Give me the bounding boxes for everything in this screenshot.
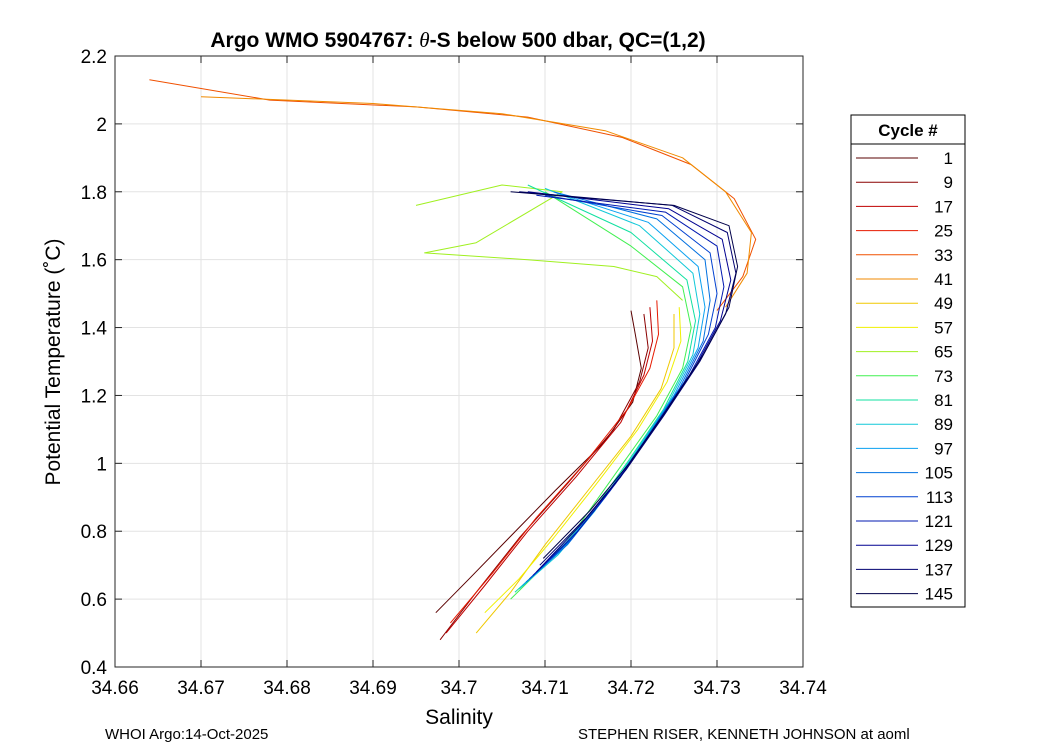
x-tick-label: 34.68	[263, 678, 311, 699]
series-line-cycle-41	[200, 96, 752, 308]
y-tick-label: 0.6	[81, 590, 107, 611]
series-line-cycle-81	[514, 184, 696, 593]
y-tick-label: 0.4	[81, 658, 108, 679]
legend-label: 137	[925, 560, 953, 579]
y-tick-label: 1.2	[81, 386, 107, 407]
legend-label: 1	[944, 149, 953, 168]
legend: Cycle # 1 9 17 25 33 41 49 57 65 73 81 89 97 105 113 12…	[850, 114, 966, 608]
chart-title-prefix: Argo WMO 5904767:	[210, 29, 419, 52]
x-tick-label: 34.67	[177, 678, 225, 699]
legend-label: 33	[934, 246, 953, 265]
legend-title: Cycle #	[878, 121, 938, 140]
series-line-cycle-145	[510, 191, 739, 559]
legend-label: 145	[925, 585, 953, 604]
legend-label: 113	[926, 488, 953, 507]
x-tick-label: 34.74	[779, 678, 827, 699]
legend-label: 81	[934, 391, 953, 410]
grid-lines	[114, 55, 804, 668]
series-line-cycle-129	[527, 191, 732, 573]
series-line-cycle-89	[518, 187, 701, 590]
chart-title-suffix: -S below 500 dbar, QC=(1,2)	[430, 29, 706, 52]
legend-label: 41	[934, 270, 953, 289]
x-tick-label: 34.7	[441, 678, 478, 699]
y-tick-label: 0.8	[81, 522, 107, 543]
chart-title-theta: θ	[419, 28, 429, 52]
legend-entries: 1 9 17 25 33 41 49 57 65 73 81 89 97 105 113 121 129 137 1…	[856, 149, 953, 604]
legend-label: 89	[934, 415, 953, 434]
y-tick-label: 2.2	[81, 47, 107, 68]
footer-authors: STEPHEN RISER, KENNETH JOHNSON at aoml	[578, 726, 910, 743]
legend-label: 105	[925, 464, 953, 483]
legend-label: 57	[934, 318, 953, 337]
y-tick-label: 1.4	[81, 319, 108, 340]
legend-label: 49	[934, 294, 953, 313]
legend-label: 25	[934, 222, 953, 241]
series-line-cycle-121	[532, 194, 725, 576]
y-tick-label: 2	[96, 115, 107, 136]
legend-label: 121	[925, 512, 953, 531]
y-tick-label: 1.8	[81, 183, 107, 204]
x-tick-label: 34.66	[91, 678, 139, 699]
series-line-cycle-97	[522, 191, 706, 586]
y-axis-label: Potential Temperature (˚C)	[42, 238, 65, 485]
x-axis-label: Salinity	[425, 706, 493, 729]
series-line-cycle-17	[445, 307, 653, 634]
y-tick-label: 1.6	[81, 251, 107, 272]
x-tick-label: 34.69	[349, 678, 397, 699]
axis-ticks: 34.66 34.67 34.68 34.69 34.7 34.71 34.72 34.73 3…	[81, 47, 828, 699]
x-tick-label: 34.73	[693, 678, 741, 699]
series-line-cycle-113	[529, 194, 718, 580]
legend-label: 97	[934, 439, 953, 458]
chart-title: Argo WMO 5904767: θ-S below 500 dbar, QC…	[210, 28, 705, 52]
legend-label: 129	[925, 536, 953, 555]
series-line-cycle-33	[149, 79, 757, 311]
legend-label: 65	[934, 343, 953, 362]
series-line-cycle-57	[484, 307, 682, 614]
footer-credit-date: WHOI Argo:14-Oct-2025	[105, 726, 269, 743]
series-line-cycle-65	[415, 184, 683, 301]
x-tick-label: 34.72	[607, 678, 655, 699]
legend-label: 17	[934, 197, 953, 216]
series-group	[149, 79, 757, 641]
legend-label: 73	[934, 367, 953, 386]
series-line-cycle-25	[450, 300, 659, 624]
legend-box	[850, 114, 966, 608]
series-line-cycle-49	[475, 314, 675, 634]
y-tick-label: 1	[96, 454, 107, 475]
legend-label: 9	[944, 173, 953, 192]
x-tick-label: 34.71	[521, 678, 569, 699]
